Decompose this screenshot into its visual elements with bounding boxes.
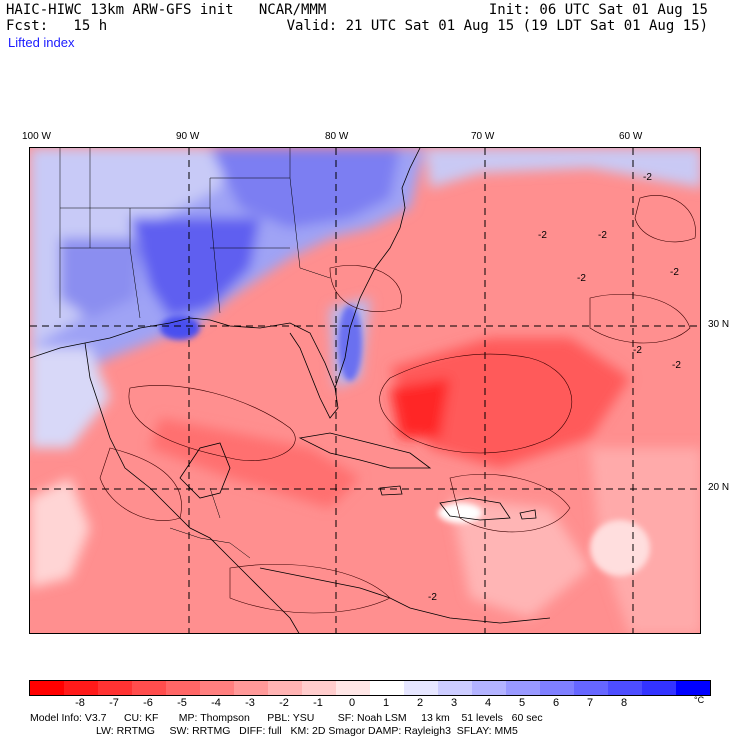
colorbar-swatch [98, 681, 132, 695]
colorbar-tick-label: 1 [382, 697, 390, 709]
colorbar-swatch [438, 681, 472, 695]
contour-label: -2 [633, 345, 642, 356]
colorbar-swatch [302, 681, 336, 695]
jamaica-outline [379, 485, 403, 496]
field-shading [30, 148, 700, 633]
colorbar-swatch [506, 681, 540, 695]
atlantic-coast-line [334, 148, 421, 389]
lon-label-80w: 80 W [325, 131, 349, 142]
contour-label: -2 [598, 230, 607, 241]
map-canvas: -2 -2 -2 -2 -2 -2 -2 -2 [30, 148, 700, 633]
colorbar-tick-label: -2 [279, 697, 289, 709]
valid-time: Valid: 21 UTC Sat 01 Aug 15 (19 LDT Sat … [286, 18, 708, 34]
colorbar-tick-label: -1 [313, 697, 323, 709]
colorbar-swatch [642, 681, 676, 695]
lon-label-70w: 70 W [471, 131, 495, 142]
colorbar-swatch [540, 681, 574, 695]
colorbar-tick-label: 3 [450, 697, 458, 709]
colorbar-swatch [574, 681, 608, 695]
lon-label-60w: 60 W [619, 131, 643, 142]
lat-label-20n: 20 N [708, 482, 730, 493]
colorbar-tick-label: -5 [177, 697, 187, 709]
colorbar-tick-label: 5 [518, 697, 526, 709]
contour-label-group: -2 -2 -2 -2 -2 -2 -2 -2 [428, 172, 681, 603]
colorbar-swatch [370, 681, 404, 695]
colorbar [29, 680, 711, 696]
colorbar-tick-label: 2 [416, 697, 424, 709]
colorbar-tick-label: 4 [484, 697, 492, 709]
colorbar-tick-label: 6 [552, 697, 560, 709]
colorbar-tick-label: -6 [143, 697, 153, 709]
model-info-line: Model Info: V3.7 CU: KF MP: Thompson PBL… [30, 712, 543, 724]
lifted-index-map: -2 -2 -2 -2 -2 -2 -2 -2 [29, 147, 701, 634]
colorbar-tick-label: 7 [586, 697, 594, 709]
colorbar-swatch [30, 681, 64, 695]
contour-label: -2 [577, 273, 586, 284]
colorbar-swatch [472, 681, 506, 695]
colorbar-swatch [200, 681, 234, 695]
physics-info-line: LW: RRTMG SW: RRTMG DIFF: full KM: 2D Sm… [96, 725, 518, 737]
colorbar-swatch [64, 681, 98, 695]
colorbar-tick-label: 8 [620, 697, 628, 709]
puerto-rico-outline [519, 509, 537, 520]
south-america-coast [259, 567, 551, 624]
colorbar-swatch [132, 681, 166, 695]
yucatan-line [179, 442, 231, 499]
colorbar-tick-label: -7 [109, 697, 119, 709]
forecast-hour: Fcst: 15 h [6, 18, 108, 34]
colorbar-swatch [268, 681, 302, 695]
graticule [30, 148, 700, 633]
colorbar-swatch [234, 681, 268, 695]
field-title: Lifted index [8, 35, 75, 50]
colorbar-tick-label: -8 [75, 697, 85, 709]
lat-label-30n: 30 N [708, 319, 730, 330]
colorbar-swatch [166, 681, 200, 695]
colorbar-unit: °C [694, 695, 705, 705]
colorbar-swatch [336, 681, 370, 695]
colorbar-tick-label: -4 [211, 697, 221, 709]
hispaniola-outline [439, 497, 511, 521]
model-title: HAIC-HIWC 13km ARW-GFS init NCAR/MMM [6, 2, 327, 18]
colorbar-tick-label: 0 [348, 697, 356, 709]
political-borders [59, 148, 331, 559]
contour-label: -2 [428, 592, 437, 603]
contour-label: -2 [643, 172, 652, 183]
init-time: Init: 06 UTC Sat 01 Aug 15 [488, 2, 708, 18]
colorbar-tick-label: -3 [245, 697, 255, 709]
contour-label: -2 [672, 360, 681, 371]
colorbar-swatch [608, 681, 642, 695]
lon-label-90w: 90 W [176, 131, 200, 142]
lon-label-100w: 100 W [22, 131, 51, 142]
contour-label: -2 [538, 230, 547, 241]
colorbar-swatch [404, 681, 438, 695]
contour-label: -2 [670, 267, 679, 278]
cuba-outline [298, 432, 432, 469]
colorbar-swatch [676, 681, 710, 695]
